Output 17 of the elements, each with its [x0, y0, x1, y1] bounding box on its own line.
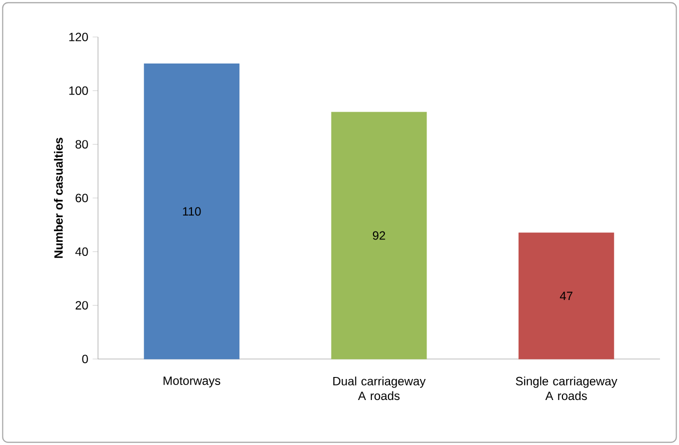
- y-tick-label: 0: [82, 354, 88, 364]
- y-tick-label: 20: [76, 301, 88, 310]
- bar: [144, 64, 240, 360]
- bar: [518, 232, 614, 360]
- y-axis-title: Number of casualties: [54, 138, 63, 258]
- y-tick-label: 60: [76, 194, 88, 202]
- x-tick-label: Single carriageway A roads: [516, 376, 618, 400]
- x-tick-label: Dual carriageway A roads: [333, 376, 426, 400]
- x-tick-label: Motorways: [164, 376, 220, 388]
- y-tick-label: 120: [69, 32, 88, 42]
- y-tick-label: 80: [76, 140, 88, 149]
- y-tick-label: 40: [75, 247, 88, 256]
- data-label: 110: [183, 207, 201, 216]
- data-label: 92: [372, 231, 386, 240]
- bar: [331, 112, 427, 360]
- data-label: 47: [560, 292, 572, 300]
- y-tick-label: 100: [69, 86, 88, 95]
